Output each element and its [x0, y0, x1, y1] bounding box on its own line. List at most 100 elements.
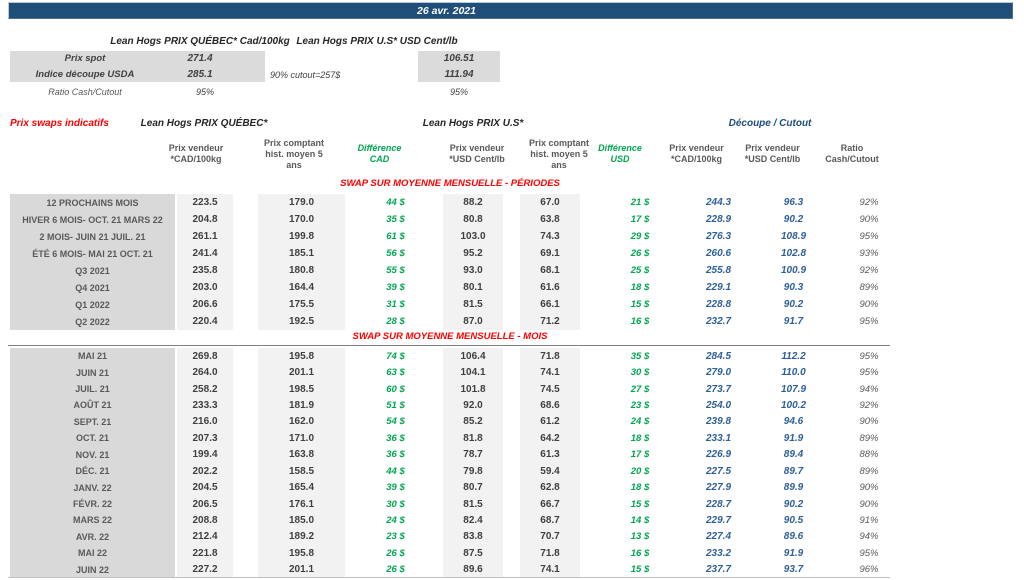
data-cell: 89.4 [783, 449, 804, 461]
data-cell: 96% [859, 564, 879, 576]
data-cell: 181.9 [245, 397, 355, 414]
swaps-title: Prix swaps indicatifs [10, 118, 109, 129]
section-divider [8, 345, 890, 346]
data-cell: 68.7 [518, 512, 600, 529]
column-header: Prix comptant hist. moyen 5 ans [263, 137, 324, 170]
column-header-difference-cad: Différence CAD [357, 143, 402, 164]
data-cell: 66.1 [518, 296, 600, 313]
data-cell: 20 $ [630, 465, 650, 477]
data-cell: 81.8 [436, 430, 518, 447]
data-cell: 107.9 [780, 383, 807, 395]
row-label: Q4 2021 [10, 279, 175, 296]
column-header-ratio: Ratio Cash/Cutout [825, 143, 879, 164]
data-cell: 92% [859, 197, 879, 208]
data-cell: 171.0 [245, 430, 355, 447]
data-cell: 158.5 [245, 462, 355, 480]
data-cell: 104.1 [436, 364, 518, 381]
data-cell: 15 $ [630, 498, 650, 510]
data-cell: 71.8 [518, 545, 600, 562]
data-cell: 94% [859, 531, 879, 543]
data-cell: 108.9 [780, 231, 807, 242]
data-cell: 29 $ [630, 231, 650, 242]
data-cell: 229.7 [705, 514, 732, 526]
column-header: Prix vendeur *CAD/100kg [168, 143, 224, 164]
data-cell: 228.7 [705, 498, 732, 510]
row-label: HIVER 6 MOIS- OCT. 21 MARS 22 [10, 211, 175, 228]
data-cell: 100.9 [780, 265, 807, 276]
data-cell: 233.1 [705, 432, 732, 444]
data-cell: 170.0 [245, 211, 355, 228]
data-cell: 51 $ [386, 399, 405, 411]
data-cell: 199.4 [175, 446, 245, 463]
data-cell: 90.3 [783, 282, 804, 293]
data-cell: 39 $ [386, 482, 405, 494]
data-cell: 44 $ [386, 197, 405, 208]
data-cell: 112.2 [781, 350, 806, 362]
data-cell: 204.8 [175, 211, 245, 228]
data-cell: 94% [859, 383, 879, 395]
data-cell: 91.9 [783, 432, 804, 444]
cutout-index-label: Indice découpe USDA [35, 69, 135, 80]
data-cell: 59.4 [518, 462, 600, 480]
group-header-cutout: Découpe / Cutout [728, 118, 812, 129]
data-cell: 202.2 [175, 462, 245, 480]
data-cell: 180.8 [245, 262, 355, 279]
data-cell: 14 $ [630, 514, 650, 526]
data-cell: 276.3 [705, 231, 732, 242]
data-cell: 28 $ [386, 316, 405, 327]
data-cell: 95.2 [436, 245, 518, 262]
row-label: 12 PROCHAINS MOIS [10, 194, 175, 211]
data-cell: 78.7 [436, 446, 518, 463]
data-cell: 220.4 [175, 313, 245, 330]
data-cell: 95% [859, 547, 879, 559]
data-cell: 61.2 [518, 413, 600, 431]
data-cell: 87.5 [436, 545, 518, 562]
column-header: Prix vendeur *USD Cent/lb [449, 143, 505, 164]
data-cell: 223.5 [175, 194, 245, 211]
column-header: Prix comptant hist. moyen 5 ans [528, 137, 589, 170]
spot-us-block [418, 51, 500, 82]
row-label: MAI 22 [10, 545, 175, 562]
data-cell: 36 $ [386, 449, 405, 461]
data-cell: 27 $ [630, 383, 650, 395]
data-cell: 235.8 [175, 262, 245, 279]
data-cell: 185.0 [245, 512, 355, 529]
data-cell: 192.5 [245, 313, 355, 330]
row-label: Q3 2021 [10, 262, 175, 279]
cutout-note: 90% cutout=257$ [270, 70, 341, 80]
data-cell: 233.3 [175, 397, 245, 414]
row-label: AOÛT 21 [10, 397, 175, 414]
data-cell: 35 $ [630, 350, 650, 362]
cutout-index-qc-value: 285.1 [187, 69, 213, 80]
data-cell: 16 $ [630, 547, 650, 559]
data-cell: 110.0 [781, 367, 806, 379]
row-label: Q1 2022 [10, 296, 175, 313]
data-cell: 67.0 [518, 194, 600, 211]
data-cell: 88.2 [436, 194, 518, 211]
data-cell: 71.8 [518, 348, 600, 365]
row-label: OCT. 21 [10, 430, 175, 447]
ratio-row-label: Ratio Cash/Cutout [48, 87, 122, 97]
data-cell: 103.0 [436, 228, 518, 245]
data-cell: 17 $ [630, 214, 650, 225]
data-cell: 89.6 [436, 561, 518, 578]
data-cell: 55 $ [386, 265, 405, 276]
row-label: NOV. 21 [10, 446, 175, 463]
data-cell: 74 $ [386, 350, 405, 362]
data-cell: 229.1 [705, 282, 732, 293]
data-cell: 82.4 [436, 512, 518, 529]
data-cell: 69.1 [518, 245, 600, 262]
data-cell: 233.2 [705, 547, 732, 559]
data-cell: 63 $ [386, 367, 405, 379]
data-cell: 30 $ [386, 498, 405, 510]
data-cell: 264.0 [175, 364, 245, 381]
group-header-us: Lean Hogs PRIX U.S* [422, 118, 524, 129]
data-cell: 92.0 [436, 397, 518, 414]
data-cell: 74.1 [518, 364, 600, 381]
data-cell: 164.4 [245, 279, 355, 296]
spot-row-label: Prix spot [64, 53, 106, 64]
data-cell: 216.0 [175, 413, 245, 431]
data-cell: 24 $ [386, 514, 405, 526]
data-cell: 89% [859, 432, 879, 444]
data-cell: 176.1 [245, 495, 355, 513]
